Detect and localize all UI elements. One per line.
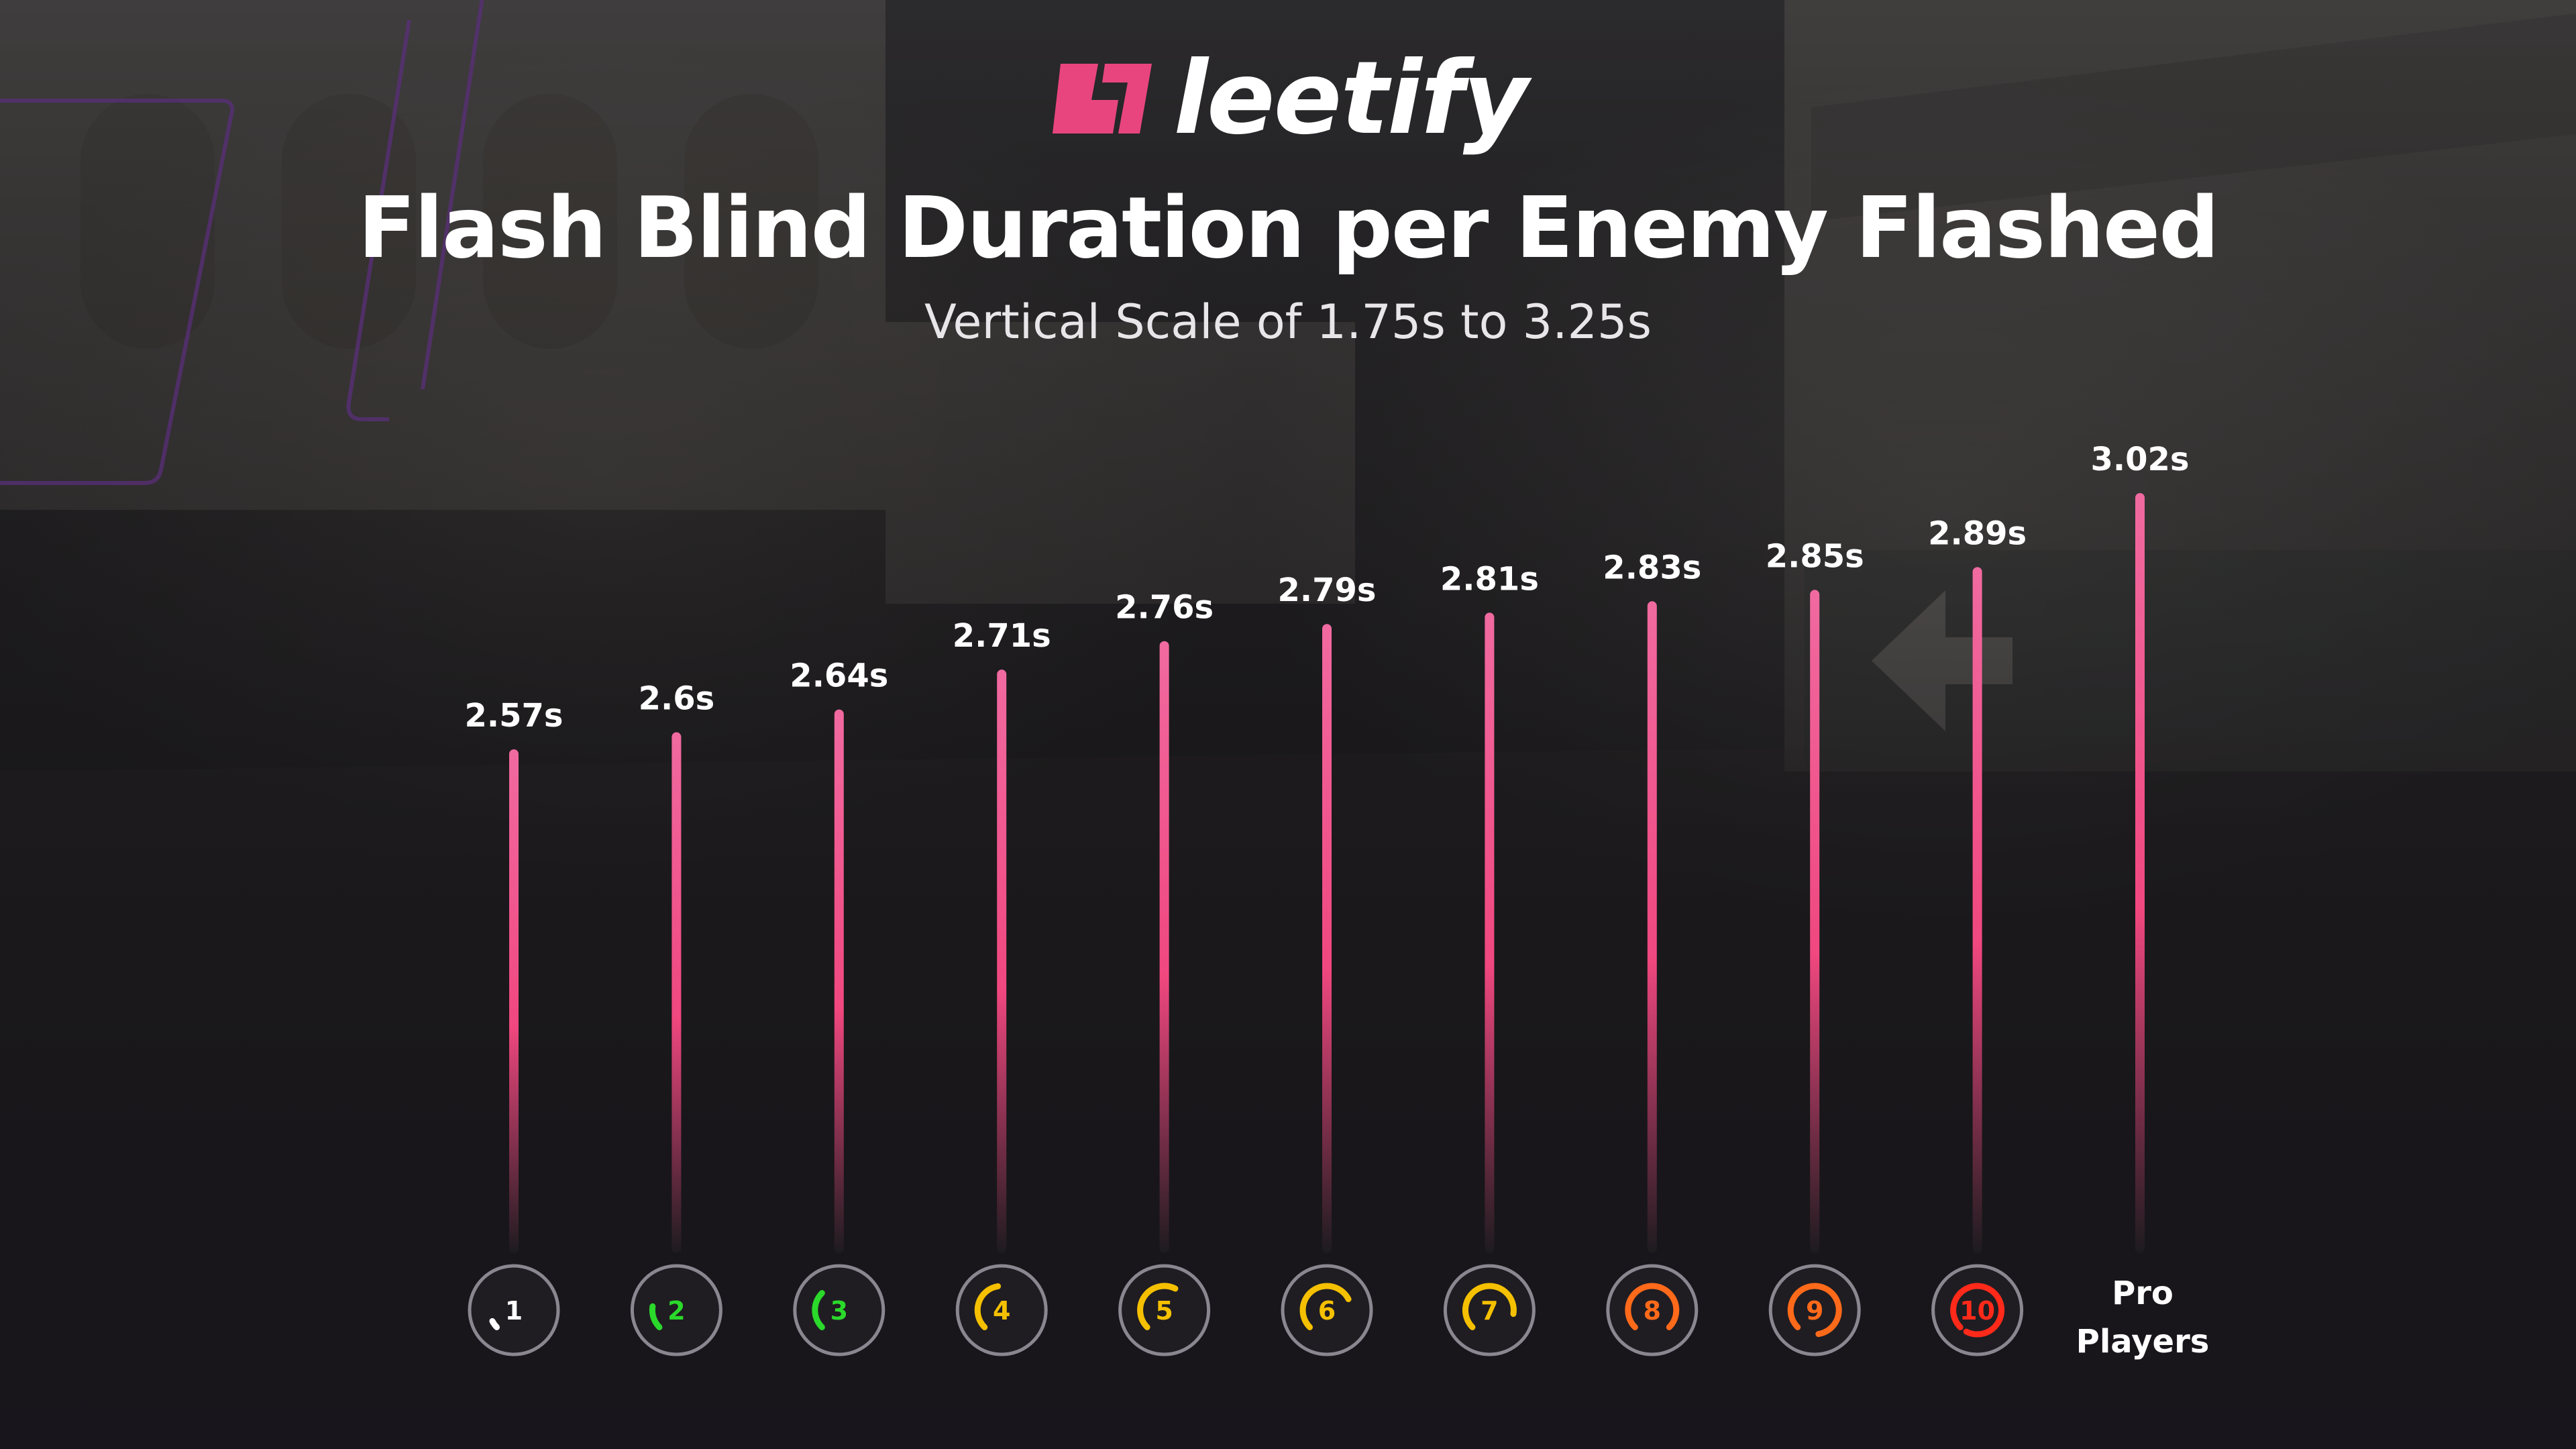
bar	[672, 732, 682, 1253]
bar	[1647, 601, 1657, 1253]
svg-text:1: 1	[505, 1296, 523, 1326]
svg-text:7: 7	[1481, 1296, 1498, 1326]
rank-badge-icon: 9	[1768, 1264, 1861, 1356]
svg-text:5: 5	[1155, 1296, 1173, 1326]
rank-badge-icon: 6	[1281, 1264, 1373, 1356]
bar	[509, 749, 519, 1253]
svg-text:9: 9	[1806, 1296, 1823, 1326]
rank-badge-icon: 1	[468, 1264, 560, 1356]
value-label: 2.81s	[1440, 560, 1539, 598]
rank-badge-icon: 5	[1118, 1264, 1211, 1356]
rank-badge-icon: 7	[1443, 1264, 1536, 1356]
rank-badge-icon: 3	[793, 1264, 885, 1356]
svg-text:10: 10	[1960, 1296, 1995, 1326]
value-label: 2.83s	[1603, 549, 1701, 586]
bar	[1322, 624, 1332, 1253]
bar	[2135, 493, 2145, 1253]
value-label: 2.57s	[465, 697, 564, 735]
bar	[1972, 567, 1982, 1253]
brand-logo: leetify	[0, 48, 2576, 149]
svg-text:6: 6	[1318, 1296, 1336, 1326]
rank-badge-icon: 2	[630, 1264, 722, 1356]
value-label: 2.6s	[639, 680, 715, 718]
chart-subtitle: Vertical Scale of 1.75s to 3.25s	[924, 294, 1652, 350]
bar	[1485, 612, 1495, 1253]
leetify-logo-icon	[1053, 64, 1152, 133]
rank-badge-icon: 8	[1606, 1264, 1699, 1356]
bar	[997, 669, 1007, 1253]
value-label: 2.79s	[1278, 572, 1377, 609]
bar	[834, 709, 844, 1253]
svg-text:4: 4	[993, 1296, 1010, 1326]
value-label: 2.89s	[1928, 515, 2027, 552]
category-label: Players	[2076, 1323, 2210, 1360]
chart-title: Flash Blind Duration per Enemy Flashed	[358, 178, 2220, 277]
svg-text:8: 8	[1644, 1296, 1661, 1326]
value-label: 2.85s	[1766, 537, 1864, 575]
value-label: 2.71s	[953, 617, 1051, 655]
svg-text:2: 2	[667, 1296, 685, 1326]
value-label: 2.76s	[1115, 589, 1214, 627]
value-label: 3.02s	[2091, 441, 2190, 478]
bar	[1810, 590, 1820, 1253]
category-label: Pro	[2112, 1275, 2174, 1312]
rank-badge-icon: 4	[955, 1264, 1048, 1356]
brand-name: leetify	[1173, 40, 1528, 157]
value-label: 2.64s	[790, 657, 888, 695]
svg-text:3: 3	[830, 1296, 848, 1326]
rank-badge-icon: 10	[1931, 1264, 2024, 1356]
bar	[1159, 641, 1169, 1253]
